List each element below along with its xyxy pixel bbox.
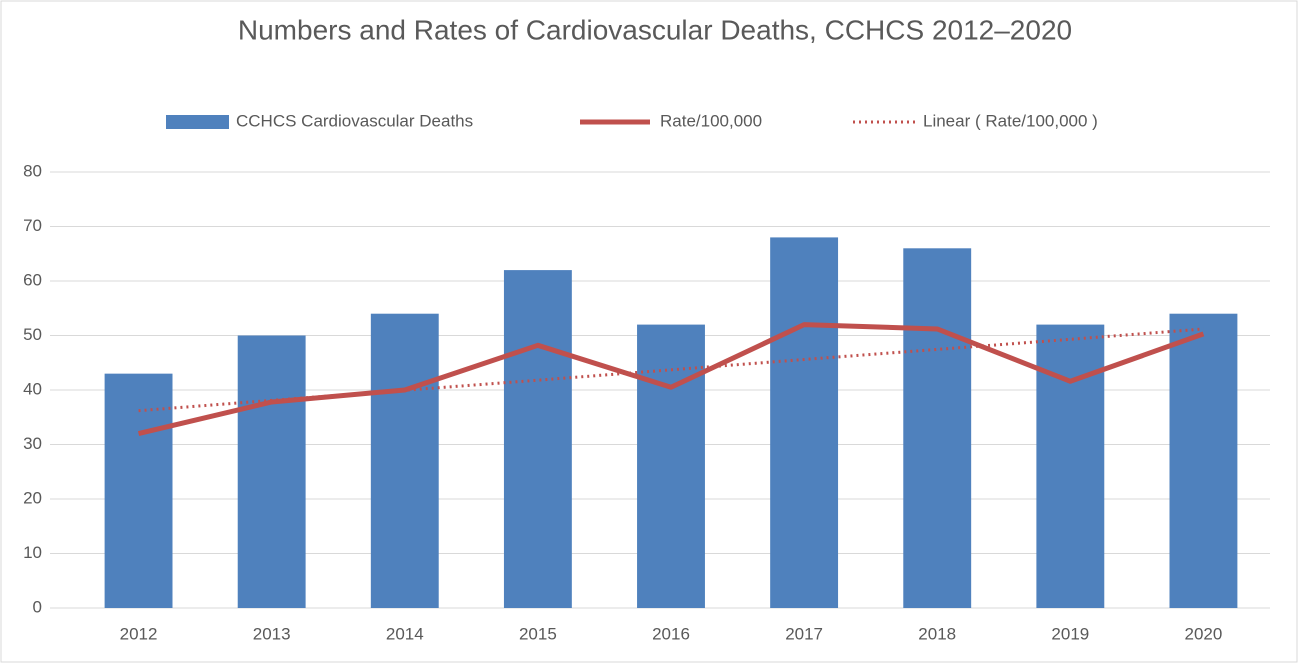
x-tick-label: 2016 bbox=[652, 624, 690, 643]
y-tick-label: 70 bbox=[23, 216, 42, 235]
x-tick-label: 2012 bbox=[120, 624, 158, 643]
rate-line bbox=[137, 322, 1205, 437]
bar bbox=[370, 313, 439, 608]
legend-label: CCHCS Cardiovascular Deaths bbox=[236, 111, 473, 130]
trend-line bbox=[138, 327, 1204, 413]
bar bbox=[637, 324, 705, 608]
bar bbox=[237, 335, 306, 608]
y-tick-label: 60 bbox=[23, 270, 42, 289]
y-tick-label: 0 bbox=[33, 597, 42, 616]
x-tick-label: 2018 bbox=[918, 624, 956, 643]
y-tick-label: 30 bbox=[23, 434, 42, 453]
legend-label: Rate/100,000 bbox=[660, 111, 762, 130]
x-tick-label: 2013 bbox=[253, 624, 291, 643]
y-tick-label: 80 bbox=[23, 161, 42, 180]
legend-label: Linear ( Rate/100,000 ) bbox=[923, 111, 1098, 130]
x-tick-label: 2019 bbox=[1051, 624, 1089, 643]
y-tick-label: 20 bbox=[23, 488, 42, 507]
y-tick-label: 10 bbox=[23, 543, 42, 562]
chart-title: Numbers and Rates of Cardiovascular Deat… bbox=[238, 14, 1072, 45]
x-tick-label: 2015 bbox=[519, 624, 557, 643]
bar bbox=[1036, 324, 1105, 608]
bar bbox=[770, 237, 839, 608]
legend-swatch bbox=[166, 115, 229, 129]
bar bbox=[104, 373, 173, 608]
bar bbox=[503, 270, 572, 608]
x-tick-label: 2020 bbox=[1185, 624, 1223, 643]
bar bbox=[903, 248, 972, 609]
x-tick-label: 2017 bbox=[785, 624, 823, 643]
y-tick-label: 40 bbox=[23, 379, 42, 398]
y-tick-label: 50 bbox=[23, 325, 42, 344]
bar bbox=[1169, 313, 1238, 608]
x-tick-label: 2014 bbox=[386, 624, 424, 643]
